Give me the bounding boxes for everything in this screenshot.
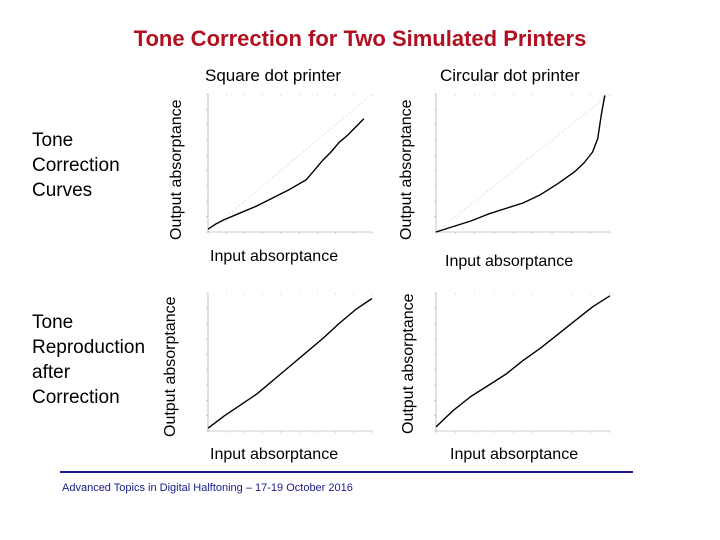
row-label-line: Curves	[32, 180, 93, 201]
row-label-tone-reproduction: Tone Reproduction after Correction	[32, 310, 145, 410]
y-axis-label: Output absorptance	[398, 99, 415, 240]
row-label-line: Tone	[32, 130, 74, 151]
chart-square-correction	[206, 93, 373, 234]
column-title-square: Square dot printer	[205, 66, 342, 85]
x-axis-label: Input absorptance	[210, 446, 339, 463]
chart-square-reproduction	[206, 292, 373, 433]
series-line	[435, 95, 606, 233]
reference-diagonal	[207, 93, 373, 233]
row-label-line: Correction	[32, 155, 120, 176]
y-axis-label: Output absorptance	[162, 296, 179, 437]
y-axis-label: Output absorptance	[400, 293, 417, 434]
x-axis-label: Input absorptance	[210, 248, 339, 265]
series-line	[435, 295, 611, 428]
footer-text: Advanced Topics in Digital Halftoning – …	[62, 482, 353, 494]
slide-title: Tone Correction for Two Simulated Printe…	[133, 26, 587, 51]
chart-circular-reproduction	[434, 292, 611, 433]
column-title-circular: Circular dot printer	[440, 66, 580, 85]
row-label-line: Tone	[32, 312, 74, 333]
row-label-line: after	[32, 362, 71, 383]
x-axis-label: Input absorptance	[450, 446, 579, 463]
footer-divider	[60, 471, 633, 473]
x-axis-label: Input absorptance	[445, 253, 574, 270]
chart-circular-correction	[434, 93, 611, 234]
row-label-correction-curves: Tone Correction Curves	[32, 128, 120, 203]
series-line	[207, 118, 365, 230]
y-axis-label: Output absorptance	[168, 99, 185, 240]
row-label-line: Correction	[32, 387, 120, 408]
row-label-line: Reproduction	[32, 337, 146, 358]
series-line	[207, 297, 373, 429]
reference-diagonal	[435, 93, 611, 233]
